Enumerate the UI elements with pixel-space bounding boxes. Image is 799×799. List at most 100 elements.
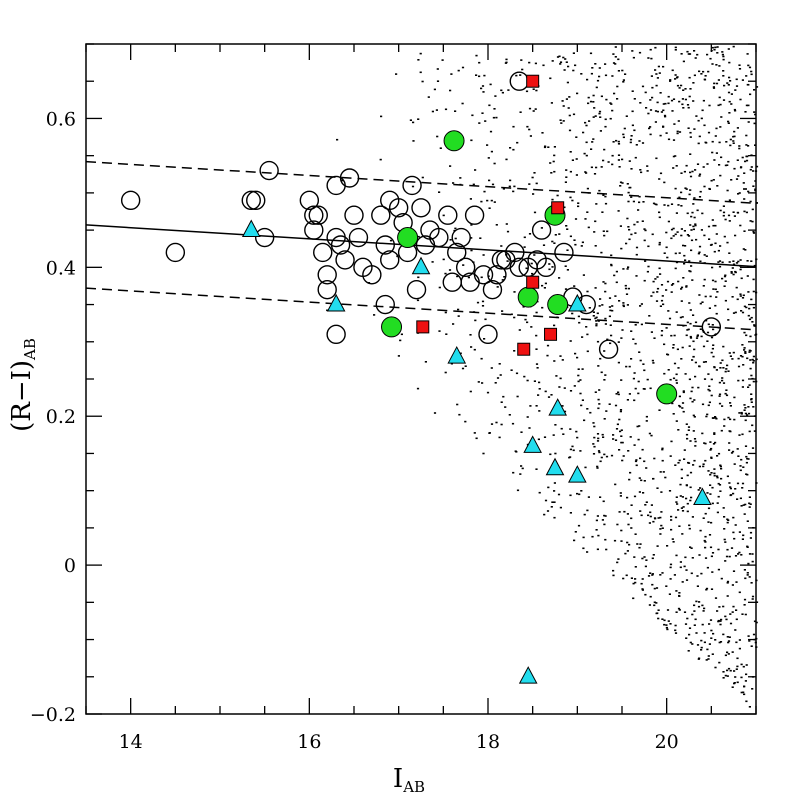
background-dot — [596, 467, 599, 469]
background-dot — [687, 429, 690, 431]
background-dot — [489, 130, 493, 133]
background-dot — [690, 547, 693, 549]
background-dot — [728, 112, 731, 114]
background-dot — [718, 641, 721, 644]
background-dot — [610, 334, 613, 337]
background-dot — [502, 395, 505, 398]
background-dot — [624, 552, 627, 555]
cyan-triangle-point — [548, 398, 568, 416]
background-dot — [634, 578, 637, 580]
background-dot — [632, 56, 635, 59]
background-dot — [694, 618, 697, 621]
background-dot — [602, 230, 605, 232]
background-dot — [737, 455, 740, 457]
background-dot — [680, 286, 684, 289]
background-dot — [669, 566, 672, 569]
background-dot — [736, 159, 739, 161]
background-dot — [735, 262, 739, 264]
background-dot — [712, 328, 715, 331]
background-dot — [572, 449, 575, 452]
background-dot — [752, 170, 755, 172]
background-dot — [746, 260, 749, 262]
red-square-point — [526, 74, 540, 88]
background-dot — [676, 348, 679, 351]
background-dot — [678, 459, 681, 462]
background-dot — [674, 267, 677, 270]
background-dot — [395, 73, 398, 75]
background-dot — [723, 528, 726, 530]
background-dot — [749, 503, 752, 505]
background-dot — [584, 218, 587, 220]
background-dot — [731, 651, 734, 653]
background-dot — [734, 234, 737, 237]
background-dot — [702, 345, 706, 348]
background-dot — [743, 513, 746, 515]
background-dot — [724, 392, 727, 395]
background-dot — [675, 554, 678, 557]
background-dot — [618, 418, 621, 421]
background-dot — [675, 76, 679, 79]
background-dot — [672, 155, 675, 158]
background-dot — [700, 229, 703, 231]
background-dot — [605, 455, 609, 458]
background-dot — [601, 304, 604, 306]
background-dot — [713, 433, 716, 435]
background-dot — [450, 73, 453, 75]
open-circle-point — [411, 198, 431, 218]
background-dot — [554, 234, 557, 236]
background-dot — [533, 172, 536, 174]
background-dot — [631, 50, 634, 52]
background-dot — [569, 512, 572, 514]
background-dot — [435, 109, 438, 111]
background-dot — [549, 162, 552, 164]
background-dot — [703, 442, 706, 444]
background-dot — [740, 411, 743, 414]
background-dot — [449, 165, 452, 167]
background-dot — [732, 45, 735, 48]
background-dot — [647, 575, 651, 577]
background-dot — [592, 422, 595, 424]
background-dot — [604, 282, 607, 285]
background-dot — [624, 284, 627, 287]
background-dot — [730, 93, 733, 95]
open-circle-point — [299, 190, 320, 211]
background-dot — [753, 264, 756, 267]
background-dot — [727, 214, 731, 217]
background-dot — [665, 246, 668, 249]
background-dot — [643, 228, 646, 230]
background-dot — [652, 554, 655, 556]
background-dot — [600, 251, 603, 254]
open-circle-point — [362, 265, 382, 285]
background-dot — [744, 412, 747, 415]
background-dot — [717, 326, 720, 329]
background-dot — [631, 110, 634, 113]
background-dot — [534, 62, 537, 65]
background-dot — [679, 495, 682, 497]
background-dot — [728, 636, 731, 638]
background-dot — [526, 379, 529, 382]
background-dot — [690, 249, 693, 252]
background-dot — [717, 452, 721, 455]
background-dot — [578, 493, 581, 496]
background-dot — [554, 452, 557, 455]
background-dot — [537, 394, 540, 396]
background-dot — [599, 116, 602, 118]
background-dot — [635, 459, 638, 461]
background-dot — [693, 459, 696, 462]
background-dot — [630, 358, 633, 360]
background-dot — [746, 545, 749, 548]
background-dot — [553, 490, 556, 492]
background-dot — [702, 285, 705, 287]
background-dot — [680, 205, 683, 207]
background-dot — [733, 108, 736, 111]
background-dot — [703, 378, 707, 380]
background-dot — [697, 252, 700, 255]
y-tick-label: 0 — [64, 555, 76, 577]
background-dot — [678, 87, 681, 89]
background-dot — [685, 164, 688, 167]
background-dot — [494, 95, 497, 97]
background-dot — [724, 654, 727, 657]
background-dot — [742, 665, 745, 668]
background-dot — [716, 46, 719, 48]
background-dot — [699, 302, 702, 305]
